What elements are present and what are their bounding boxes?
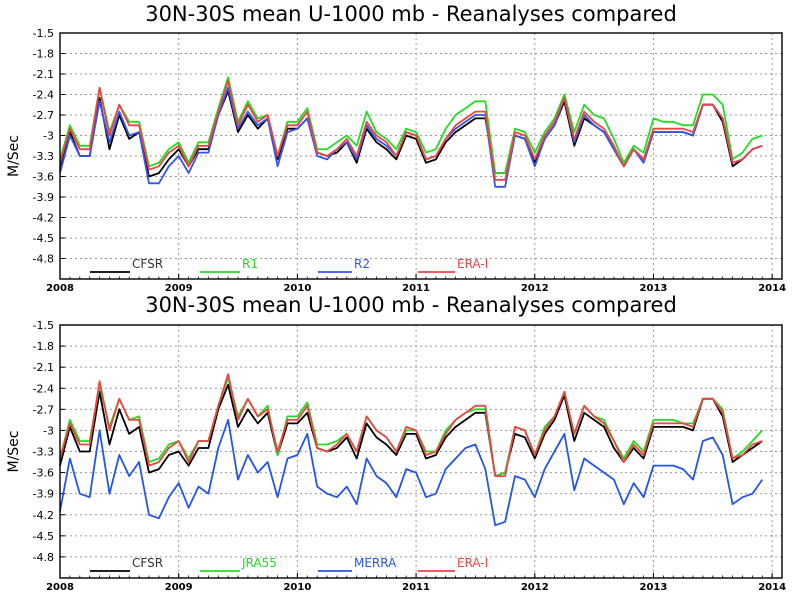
y-tick-label: -3 <box>43 424 54 437</box>
x-tick-label: 2011 <box>402 283 430 294</box>
y-tick-label: -3.3 <box>33 446 54 459</box>
y-tick-label: -3.9 <box>33 191 54 204</box>
y-tick-label: -3.3 <box>33 150 54 163</box>
x-tick-label: 2009 <box>165 283 193 294</box>
x-tick-label: 2008 <box>46 582 74 593</box>
y-tick-label: -1.8 <box>33 340 54 353</box>
legend-label: R2 <box>354 257 370 271</box>
chart-title: 30N-30S mean U-1000 mb - Reanalyses comp… <box>145 293 677 317</box>
x-tick-label: 2008 <box>46 283 74 294</box>
plot-frame <box>59 32 783 280</box>
y-tick-label: -1.5 <box>33 27 54 40</box>
legend-label: R1 <box>242 257 258 271</box>
chart-panel-1: 30N-30S mean U-1000 mb - Reanalyses comp… <box>6 2 786 294</box>
y-axis-label: M/Sec <box>6 135 22 177</box>
series-line-merra <box>59 418 764 527</box>
y-tick-label: -2.7 <box>33 403 54 416</box>
series-line-r1 <box>59 76 763 175</box>
chart-panel-2: 30N-30S mean U-1000 mb - Reanalyses comp… <box>6 293 786 593</box>
x-tick-label: 2009 <box>165 582 193 593</box>
y-tick-label: -4.8 <box>33 253 54 266</box>
series-line-era-i <box>59 373 763 478</box>
y-tick-label: -2.4 <box>33 89 54 102</box>
plot-frame <box>59 324 783 579</box>
x-tick-label: 2010 <box>283 582 311 593</box>
x-tick-label: 2010 <box>283 283 311 294</box>
legend-label: MERRA <box>354 556 397 570</box>
x-tick-label: 2013 <box>640 283 668 294</box>
y-tick-label: -3.6 <box>33 467 54 480</box>
y-tick-label: -1.5 <box>33 319 54 332</box>
y-tick-label: -2.1 <box>33 68 54 81</box>
y-tick-label: -3.6 <box>33 171 54 184</box>
series-line-era-i <box>59 79 763 181</box>
x-tick-label: 2012 <box>521 283 549 294</box>
y-tick-label: -4.5 <box>33 530 54 543</box>
y-axis-label: M/Sec <box>6 431 22 473</box>
y-tick-label: -4.8 <box>33 551 54 564</box>
y-tick-label: -2.4 <box>33 382 54 395</box>
legend-label: ERA-I <box>457 257 488 271</box>
y-tick-label: -4.2 <box>33 212 54 225</box>
x-tick-label: 2013 <box>640 582 668 593</box>
x-tick-label: 2014 <box>758 283 786 294</box>
y-tick-label: -4.5 <box>33 232 54 245</box>
x-tick-label: 2011 <box>402 582 430 593</box>
x-tick-label: 2012 <box>521 582 549 593</box>
y-tick-label: -1.8 <box>33 48 54 61</box>
y-tick-label: -4.2 <box>33 509 54 522</box>
legend-label: CFSR <box>132 556 163 570</box>
legend-label: JRA55 <box>241 556 277 570</box>
legend-label: CFSR <box>132 257 163 271</box>
legend-label: ERA-I <box>457 556 488 570</box>
series-line-cfsr <box>59 383 763 478</box>
y-tick-label: -3.9 <box>33 488 54 501</box>
y-tick-label: -3 <box>43 130 54 143</box>
x-tick-label: 2014 <box>758 582 786 593</box>
y-tick-label: -2.1 <box>33 361 54 374</box>
y-tick-label: -2.7 <box>33 109 54 122</box>
chart-title: 30N-30S mean U-1000 mb - Reanalyses comp… <box>145 2 677 26</box>
